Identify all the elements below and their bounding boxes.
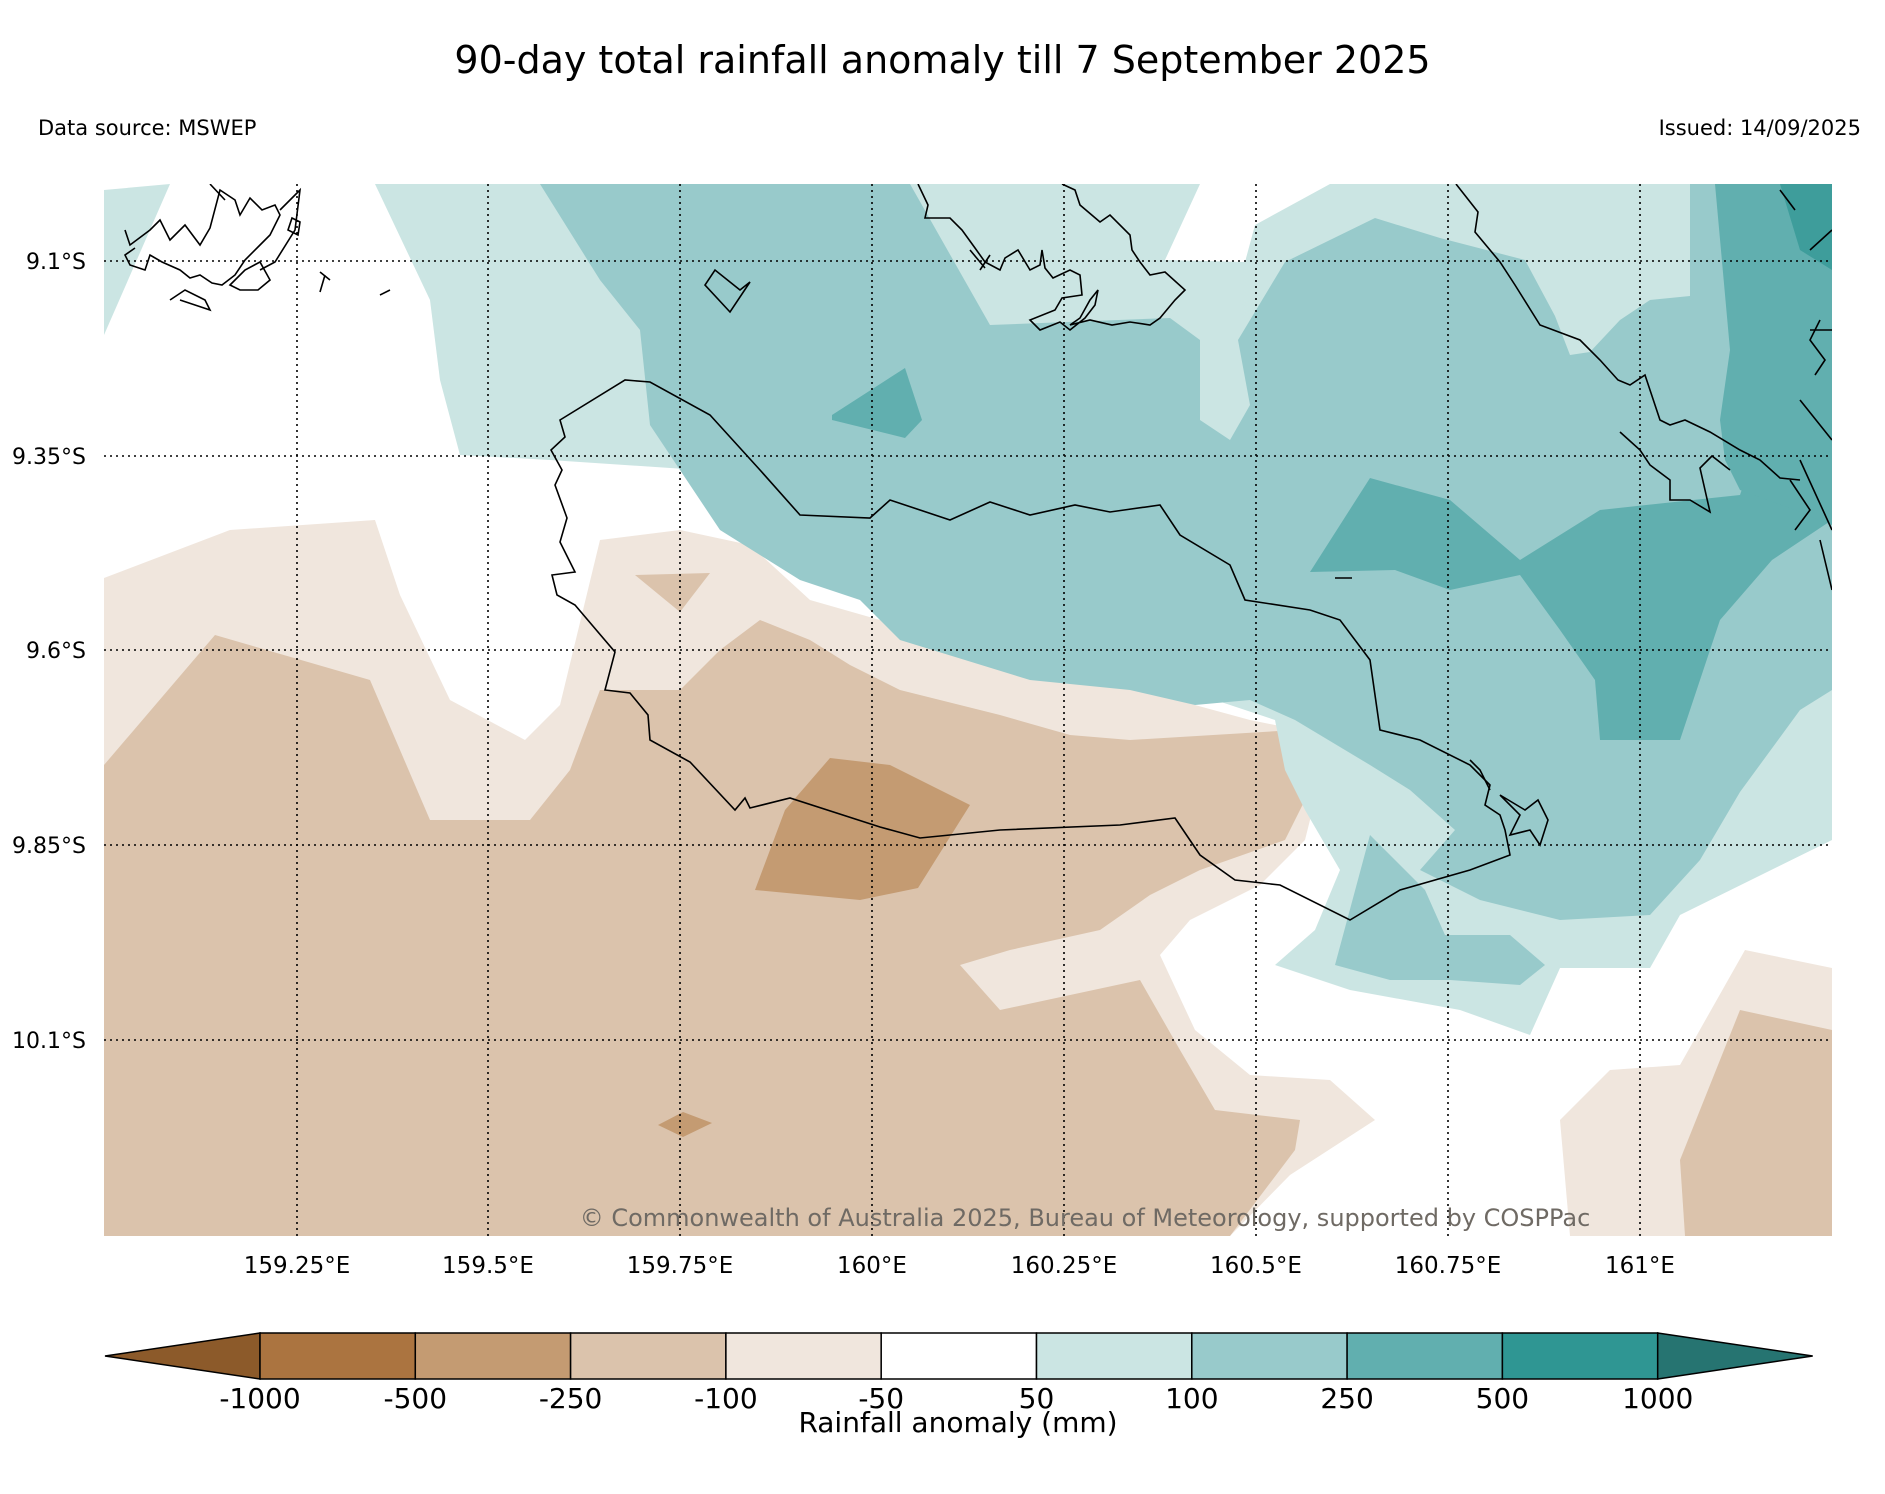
- colorbar-tick-labels: -1000 -500 -250 -100 -50 50 100 250 500 1000: [219, 1382, 1693, 1415]
- wet-zone-mid: [540, 184, 1832, 920]
- data-source-label: Data source: MSWEP: [38, 116, 257, 140]
- lon-label: 160.5°E: [1210, 1253, 1302, 1279]
- wet-zone-dark-central: [1310, 400, 1832, 740]
- wet-zone-mid-south: [1335, 835, 1545, 985]
- colorbar-swatch: [414, 1332, 572, 1380]
- colorbar-swatch: [725, 1332, 882, 1380]
- lon-label: 160.75°E: [1395, 1253, 1502, 1279]
- colorbar-tick-label: -50: [858, 1382, 904, 1415]
- colorbar-swatch: [880, 1332, 1038, 1380]
- wet-zone-dark-nw: [832, 368, 922, 438]
- lat-label: 10.1°S: [12, 1029, 86, 1054]
- colorbar-extend-low: [104, 1332, 261, 1380]
- issued-date-label: Issued: 14/09/2025: [1658, 116, 1861, 140]
- colorbar-tick-label: -1000: [219, 1382, 300, 1415]
- map-title: 90-day total rainfall anomaly till 7 Sep…: [454, 38, 1431, 82]
- lon-label: 159.25°E: [244, 1253, 351, 1279]
- graticule: [104, 184, 1832, 1236]
- colorbar-tick-label: 100: [1165, 1382, 1218, 1415]
- lat-label: 9.1°S: [26, 250, 86, 275]
- colorbar-title: Rainfall anomaly (mm): [798, 1406, 1117, 1439]
- colorbar: [104, 1332, 1813, 1380]
- lon-label: 160.25°E: [1011, 1253, 1118, 1279]
- lat-label: 9.85°S: [12, 834, 86, 859]
- lon-label: 160°E: [837, 1253, 907, 1279]
- colorbar-tick-label: 250: [1320, 1382, 1373, 1415]
- colorbar-swatch: [569, 1332, 727, 1380]
- wet-zone-dark-ne: [1715, 184, 1832, 525]
- colorbar-swatch: [1346, 1332, 1504, 1380]
- dry-zone-dark-spot: [658, 1112, 712, 1137]
- lon-label: 161°E: [1605, 1253, 1675, 1279]
- wet-zone-darkest-ne: [1780, 184, 1832, 270]
- colorbar-extend-high: [1656, 1332, 1813, 1380]
- colorbar-tick-label: -500: [384, 1382, 448, 1415]
- colorbar-tick-label: 50: [1019, 1382, 1055, 1415]
- dry-zone-dark: [755, 758, 970, 900]
- colorbar-swatch: [259, 1332, 417, 1380]
- dry-zone-mid-spot: [635, 573, 710, 612]
- colorbar-tick-label: 500: [1476, 1382, 1529, 1415]
- colorbar-tick-label: -100: [694, 1382, 758, 1415]
- colorbar-tick-label: -250: [539, 1382, 603, 1415]
- colorbar-swatch: [1191, 1332, 1348, 1380]
- copyright-notice: © Commonwealth of Australia 2025, Bureau…: [580, 1204, 1591, 1232]
- dry-zone-mid-se: [1680, 1010, 1832, 1236]
- wet-zone-light: [104, 184, 170, 335]
- lat-label: 9.35°S: [12, 445, 86, 470]
- colorbar-swatch: [1501, 1332, 1659, 1380]
- map-plot-area: [104, 184, 1832, 1236]
- dry-zone-mid: [104, 620, 1305, 1236]
- lon-label: 159.75°E: [627, 1253, 734, 1279]
- lon-label: 159.5°E: [442, 1253, 534, 1279]
- lat-label: 9.6°S: [26, 639, 86, 664]
- colorbar-swatch: [1035, 1332, 1193, 1380]
- colorbar-tick-label: 1000: [1622, 1382, 1693, 1415]
